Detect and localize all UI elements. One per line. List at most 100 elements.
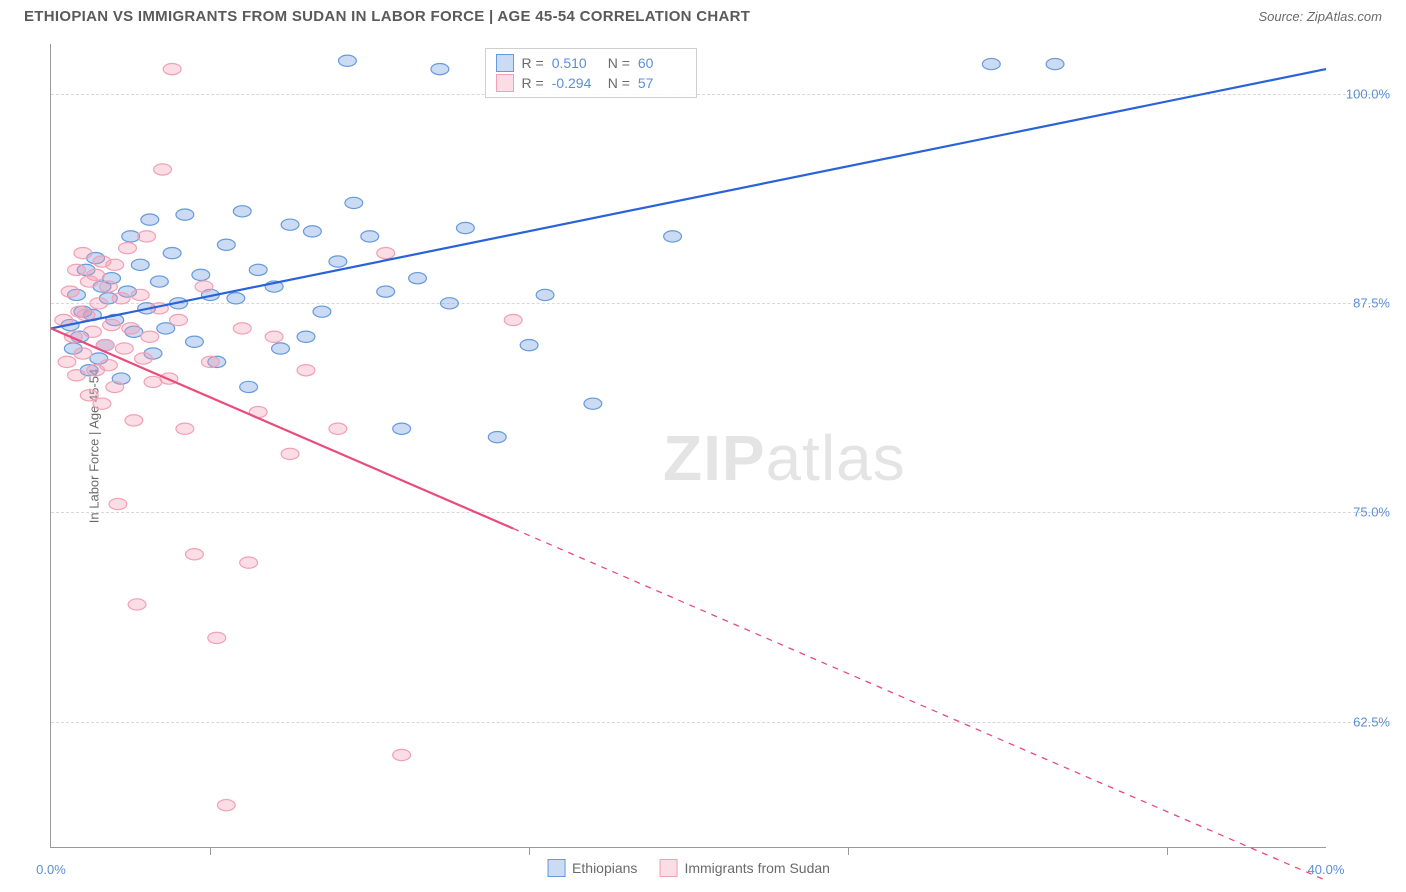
scatter-point xyxy=(131,289,149,300)
chart-container: In Labor Force | Age 45-54 62.5%75.0%87.… xyxy=(50,44,1326,848)
plot-area: In Labor Force | Age 45-54 62.5%75.0%87.… xyxy=(50,44,1326,848)
scatter-point xyxy=(297,365,315,376)
y-tick-label: 100.0% xyxy=(1346,87,1390,102)
scatter-point xyxy=(339,55,357,66)
scatter-point xyxy=(377,247,395,258)
scatter-point xyxy=(122,323,140,334)
scatter-point xyxy=(122,231,140,242)
scatter-point xyxy=(249,264,267,275)
legend-item-sudan: Immigrants from Sudan xyxy=(659,859,830,877)
correlation-row-ethiopians: R = 0.510 N = 60 xyxy=(496,53,686,73)
scatter-point xyxy=(163,63,181,74)
scatter-point xyxy=(195,281,213,292)
scatter-point xyxy=(664,231,682,242)
scatter-point xyxy=(441,298,459,309)
scatter-point xyxy=(163,247,181,258)
trend-line-dashed xyxy=(513,529,1326,881)
scatter-point xyxy=(176,423,194,434)
scatter-point xyxy=(58,356,76,367)
scatter-point xyxy=(186,549,204,560)
scatter-point xyxy=(217,239,235,250)
scatter-point xyxy=(281,219,299,230)
scatter-point xyxy=(154,164,172,175)
chart-source: Source: ZipAtlas.com xyxy=(1258,9,1382,24)
scatter-point xyxy=(303,226,321,237)
scatter-point xyxy=(128,599,146,610)
scatter-point xyxy=(272,343,290,354)
scatter-point xyxy=(240,557,258,568)
scatter-point xyxy=(233,323,251,334)
x-tick xyxy=(529,847,530,855)
legend-item-ethiopians: Ethiopians xyxy=(547,859,637,877)
series-legend: Ethiopians Immigrants from Sudan xyxy=(547,859,830,877)
correlation-legend: R = 0.510 N = 60 R = -0.294 N = 57 xyxy=(485,48,697,98)
scatter-point xyxy=(176,209,194,220)
scatter-point xyxy=(393,423,411,434)
scatter-point xyxy=(488,432,506,443)
scatter-point xyxy=(201,356,219,367)
trend-line-solid xyxy=(51,69,1326,328)
scatter-point xyxy=(329,423,347,434)
y-tick-label: 87.5% xyxy=(1353,296,1390,311)
swatch-sudan-bottom xyxy=(659,859,677,877)
swatch-ethiopians xyxy=(496,54,514,72)
scatter-point xyxy=(584,398,602,409)
scatter-point xyxy=(115,343,133,354)
scatter-point xyxy=(74,247,92,258)
plot-svg xyxy=(51,44,1326,847)
scatter-point xyxy=(520,340,538,351)
scatter-point xyxy=(61,286,79,297)
scatter-point xyxy=(170,314,188,325)
scatter-point xyxy=(265,331,283,342)
chart-title: ETHIOPIAN VS IMMIGRANTS FROM SUDAN IN LA… xyxy=(24,8,750,25)
scatter-point xyxy=(192,269,210,280)
scatter-point xyxy=(361,231,379,242)
scatter-point xyxy=(240,381,258,392)
x-tick xyxy=(848,847,849,855)
scatter-point xyxy=(90,298,108,309)
scatter-point xyxy=(138,231,156,242)
y-tick-label: 62.5% xyxy=(1353,714,1390,729)
scatter-point xyxy=(74,348,92,359)
scatter-point xyxy=(456,222,474,233)
scatter-point xyxy=(109,498,127,509)
scatter-point xyxy=(131,259,149,270)
scatter-point xyxy=(329,256,347,267)
scatter-point xyxy=(150,276,168,287)
scatter-point xyxy=(345,197,363,208)
scatter-point xyxy=(141,214,159,225)
scatter-point xyxy=(93,398,111,409)
x-tick xyxy=(210,847,211,855)
scatter-point xyxy=(84,326,102,337)
scatter-point xyxy=(313,306,331,317)
scatter-point xyxy=(233,206,251,217)
x-max-label: 40.0% xyxy=(1308,862,1345,877)
x-tick xyxy=(1167,847,1168,855)
scatter-point xyxy=(135,353,153,364)
scatter-point xyxy=(227,293,245,304)
scatter-point xyxy=(217,800,235,811)
chart-header: ETHIOPIAN VS IMMIGRANTS FROM SUDAN IN LA… xyxy=(0,0,1406,29)
scatter-point xyxy=(87,269,105,280)
scatter-point xyxy=(536,289,554,300)
scatter-point xyxy=(431,63,449,74)
scatter-point xyxy=(409,273,427,284)
scatter-point xyxy=(141,331,159,342)
x-min-label: 0.0% xyxy=(36,862,66,877)
scatter-point xyxy=(186,336,204,347)
scatter-point xyxy=(119,242,137,253)
scatter-point xyxy=(106,259,124,270)
scatter-point xyxy=(103,319,121,330)
scatter-point xyxy=(393,749,411,760)
scatter-point xyxy=(68,264,86,275)
swatch-sudan xyxy=(496,74,514,92)
scatter-point xyxy=(208,632,226,643)
scatter-point xyxy=(504,314,522,325)
scatter-point xyxy=(125,415,143,426)
scatter-point xyxy=(377,286,395,297)
swatch-ethiopians-bottom xyxy=(547,859,565,877)
y-tick-label: 75.0% xyxy=(1353,505,1390,520)
scatter-point xyxy=(982,58,1000,69)
scatter-point xyxy=(99,281,117,292)
correlation-row-sudan: R = -0.294 N = 57 xyxy=(496,73,686,93)
